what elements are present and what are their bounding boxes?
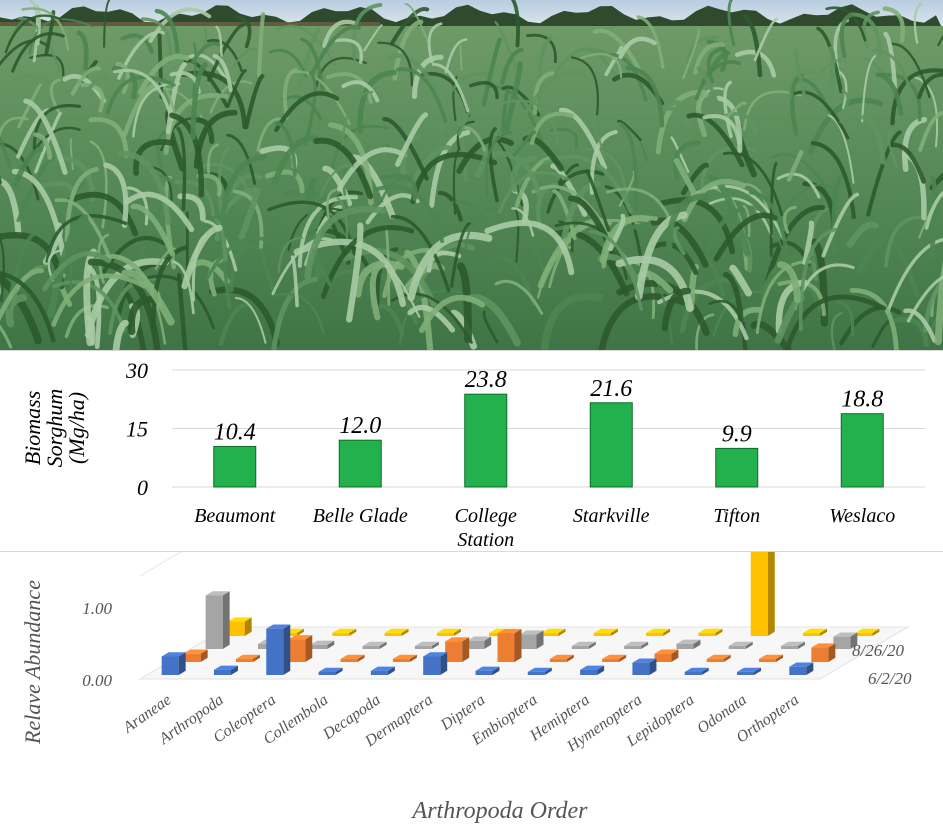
x-tick-label: Beaumont	[194, 505, 276, 527]
biomass-bar-chart: BiomassSorghum(Mg/ha)0153010.4Beaumont12…	[0, 350, 943, 550]
bar-3d	[520, 630, 544, 649]
series-depth-label: 8/26/20	[852, 641, 904, 660]
bar-3d	[632, 658, 656, 675]
y-axis-label: (Mg/ha)	[64, 392, 89, 464]
leaf	[461, 46, 462, 70]
x-axis-label: Arthropoda Order	[411, 798, 589, 824]
bar-3d	[266, 624, 290, 675]
y-axis-label: Relave Abundance	[20, 580, 45, 745]
bar-3d	[498, 629, 522, 662]
series-depth-label: 6/2/20	[868, 669, 912, 688]
bar-3d	[288, 635, 312, 662]
bar	[590, 403, 632, 487]
x-tick-label: Starkville	[573, 505, 650, 527]
bar-3d	[162, 652, 186, 675]
gridline	[140, 552, 228, 576]
bar-3d	[228, 617, 252, 636]
bar	[339, 440, 381, 487]
value-label: 18.8	[841, 387, 883, 413]
bar-3d	[751, 552, 775, 636]
sorghum-field-photo	[0, 0, 943, 350]
bar-3d	[423, 652, 447, 675]
bar	[841, 414, 883, 487]
value-label: 12.0	[339, 413, 381, 439]
value-label: 21.6	[590, 376, 632, 402]
x-tick-label: Weslaco	[829, 505, 895, 527]
y-tick-label: 15	[126, 417, 148, 442]
x-tick-label: Tifton	[713, 505, 760, 527]
sorghum-field-image	[0, 0, 943, 350]
bar-3d	[206, 591, 230, 649]
bar	[716, 448, 758, 487]
x-tick-label: Belle Glade	[313, 505, 408, 527]
value-label: 23.8	[465, 367, 507, 393]
x-tick-label: Station	[457, 529, 514, 550]
value-label: 9.9	[722, 421, 752, 447]
value-label: 10.4	[214, 419, 256, 445]
bar	[465, 394, 507, 487]
relative-abundance-3d-chart: 0.001.008/26/206/2/20AraneaeArthropodaCo…	[0, 552, 943, 825]
x-tick-label: College	[455, 505, 517, 527]
bar-3d	[445, 637, 469, 662]
bar	[214, 446, 256, 487]
bar-3d	[811, 643, 835, 662]
y-tick-label: 1.00	[82, 599, 112, 618]
y-tick-label: 0	[137, 475, 148, 500]
y-tick-label: 30	[125, 358, 148, 383]
y-tick-label: 0.00	[82, 671, 112, 690]
